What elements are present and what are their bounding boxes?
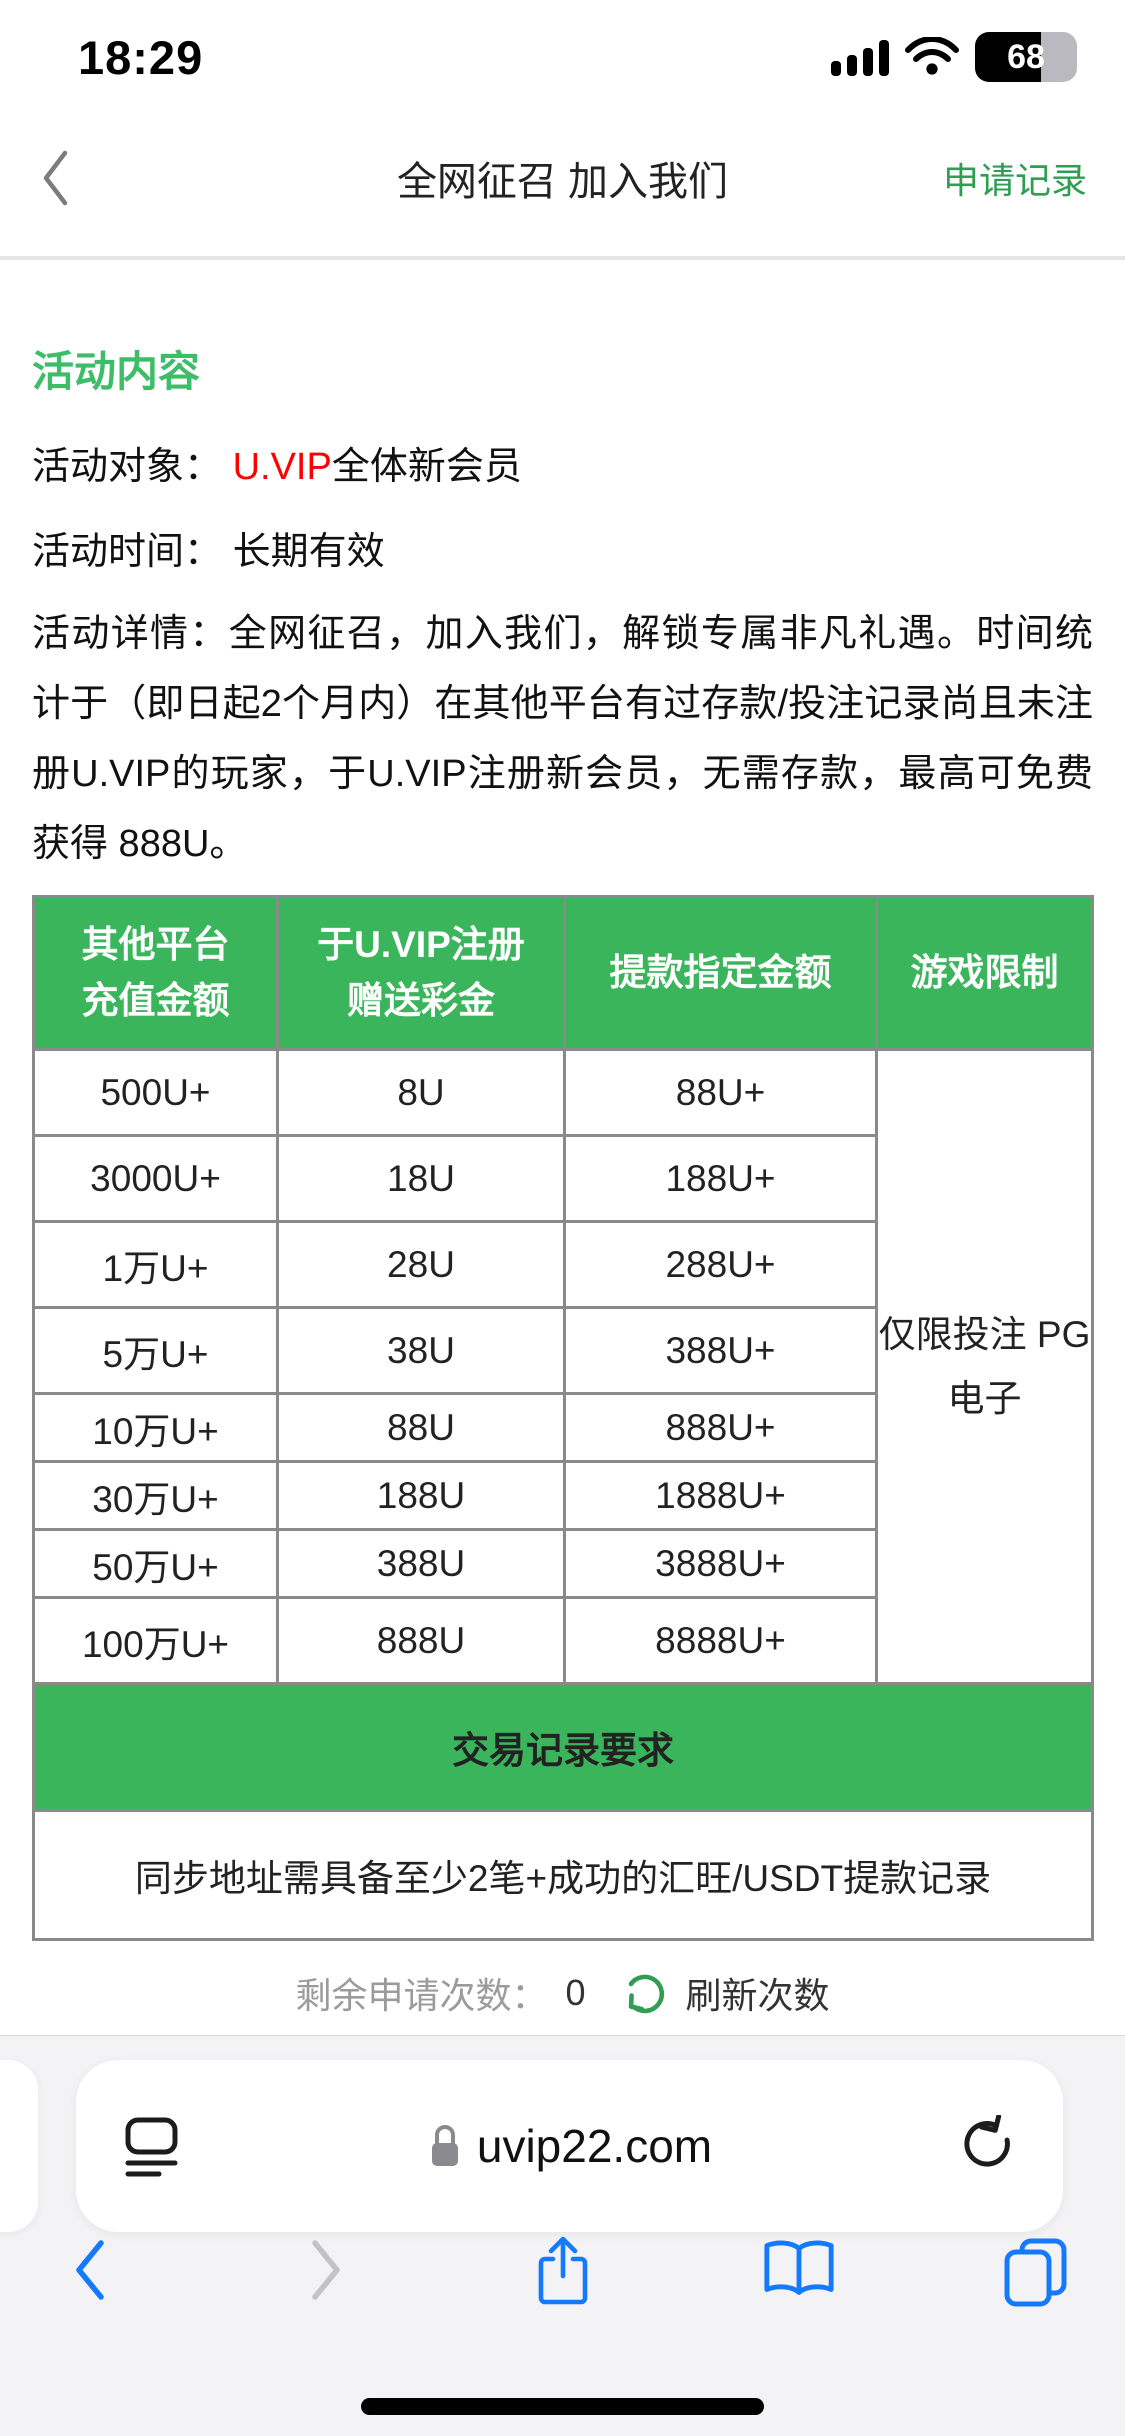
cell-deposit: 1万U+	[32, 1220, 279, 1309]
browser-back-button[interactable]	[52, 2232, 128, 2308]
adjacent-tab-edge[interactable]	[0, 2060, 38, 2232]
safari-bottom-chrome: uvip22.com	[0, 2035, 1125, 2436]
cell-withdraw: 3888U+	[563, 1528, 878, 1599]
table-row: 500U+ 8U 88U+ 仅限投注 PG电子	[32, 1048, 1094, 1685]
promotion-table: 其他平台 充值金额 于U.VIP注册 赠送彩金 提款指定金额 游戏限制 500U+ …	[32, 895, 1094, 1941]
page-content: 活动内容 活动对象： U.VIP全体新会员 活动时间： 长期有效 活动详情：全网…	[0, 266, 1125, 2143]
battery-icon: 68	[975, 32, 1077, 82]
cell-withdraw: 188U+	[563, 1134, 878, 1223]
remaining-applications-row: 剩余申请次数： 0 刷新次数	[30, 1967, 1095, 2019]
cell-bonus: 38U	[276, 1306, 566, 1395]
remaining-count: 0	[565, 1972, 586, 2013]
status-bar: 18:29 68	[0, 0, 1125, 100]
cell-deposit: 10万U+	[32, 1392, 279, 1463]
cell-bonus: 28U	[276, 1220, 566, 1309]
cell-withdraw: 8888U+	[563, 1596, 878, 1685]
safari-toolbar	[0, 2232, 1125, 2308]
brand-highlight: U.VIP	[232, 446, 332, 488]
table-row: 30万U+ 188U 1888U+	[32, 1460, 1093, 1531]
time-label: 活动时间：	[32, 531, 223, 573]
cell-game-restriction: 仅限投注 PG电子	[875, 1048, 1094, 1685]
cell-bonus: 188U	[276, 1460, 566, 1531]
target-label: 活动对象：	[32, 446, 223, 488]
browser-forward-button[interactable]	[288, 2232, 364, 2308]
table-header-row: 其他平台 充值金额 于U.VIP注册 赠送彩金 提款指定金额 游戏限制	[32, 895, 1094, 1051]
activity-target-line: 活动对象： U.VIP全体新会员	[32, 435, 1093, 490]
bookmarks-icon[interactable]	[761, 2232, 837, 2308]
detail-label: 活动详情：	[32, 613, 229, 655]
cell-bonus: 8U	[276, 1048, 566, 1137]
refresh-label[interactable]: 刷新次数	[685, 1975, 830, 2016]
battery-percent: 68	[1007, 37, 1045, 76]
lock-icon	[431, 2125, 458, 2166]
requirement-text: 同步地址需具备至少2笔+成功的汇旺/USDT提款记录	[32, 1809, 1094, 1941]
back-chevron-icon[interactable]	[38, 148, 72, 208]
requirement-row: 同步地址需具备至少2笔+成功的汇旺/USDT提款记录	[32, 1809, 1094, 1941]
time-value: 长期有效	[232, 531, 385, 573]
nav-bar: 全网征召 加入我们 申请记录	[0, 100, 1125, 260]
table-row: 100万U+ 888U 8888U+	[32, 1596, 1093, 1685]
table-row: 5万U+ 38U 388U+	[32, 1306, 1093, 1395]
table-row: 10万U+ 88U 888U+	[32, 1392, 1093, 1463]
page-format-icon[interactable]	[124, 2114, 180, 2178]
remaining-label: 剩余申请次数：	[295, 1975, 548, 2016]
tabs-icon[interactable]	[997, 2232, 1073, 2308]
refresh-icon[interactable]	[620, 1969, 668, 2017]
header-withdraw: 提款指定金额	[563, 895, 878, 1051]
table-row: 1万U+ 28U 288U+	[32, 1220, 1093, 1309]
cell-withdraw: 888U+	[563, 1392, 878, 1463]
table-row: 50万U+ 388U 3888U+	[32, 1528, 1093, 1599]
cell-deposit: 3000U+	[32, 1134, 279, 1223]
header-game-limit: 游戏限制	[875, 895, 1094, 1051]
transaction-requirement-banner: 交易记录要求	[32, 1682, 1094, 1812]
cell-withdraw: 388U+	[563, 1306, 878, 1395]
activity-detail-paragraph: 活动详情：全网征召，加入我们，解锁专属非凡礼遇。时间统计于（即日起2个月内）在其…	[32, 599, 1093, 879]
activity-time-line: 活动时间： 长期有效	[32, 520, 1093, 575]
target-rest: 全体新会员	[331, 446, 522, 488]
cell-deposit: 30万U+	[32, 1460, 279, 1531]
clock: 18:29	[78, 30, 204, 84]
header-deposit: 其他平台 充值金额	[32, 895, 279, 1051]
url-text: uvip22.com	[476, 2120, 713, 2172]
url-group: uvip22.com	[427, 2119, 712, 2173]
share-icon[interactable]	[525, 2232, 601, 2308]
reload-icon[interactable]	[959, 2115, 1017, 2177]
application-records-link[interactable]: 申请记录	[942, 160, 1087, 201]
page-title: 全网征召 加入我们	[396, 160, 729, 204]
banner-row: 交易记录要求	[32, 1682, 1094, 1812]
cell-deposit: 100万U+	[32, 1596, 279, 1685]
cell-withdraw: 1888U+	[563, 1460, 878, 1531]
table-row: 3000U+ 18U 188U+	[32, 1134, 1093, 1223]
cellular-signal-icon	[831, 38, 889, 76]
status-icons: 68	[831, 32, 1077, 82]
section-title: 活动内容	[32, 348, 201, 395]
cell-withdraw: 88U+	[563, 1048, 878, 1137]
cell-bonus: 88U	[276, 1392, 566, 1463]
header-bonus: 于U.VIP注册 赠送彩金	[276, 895, 566, 1051]
wifi-icon	[905, 37, 959, 75]
cell-bonus: 888U	[276, 1596, 566, 1685]
detail-text: 全网征召，加入我们，解锁专属非凡礼遇。时间统计于（即日起2个月内）在其他平台有过…	[32, 613, 1093, 865]
cell-bonus: 18U	[276, 1134, 566, 1223]
cell-deposit: 50万U+	[32, 1528, 279, 1599]
cell-deposit: 500U+	[32, 1048, 279, 1137]
cell-withdraw: 288U+	[563, 1220, 878, 1309]
home-indicator[interactable]	[361, 2398, 764, 2415]
cell-deposit: 5万U+	[32, 1306, 279, 1395]
address-bar[interactable]: uvip22.com	[76, 2060, 1063, 2232]
cell-bonus: 388U	[276, 1528, 566, 1599]
